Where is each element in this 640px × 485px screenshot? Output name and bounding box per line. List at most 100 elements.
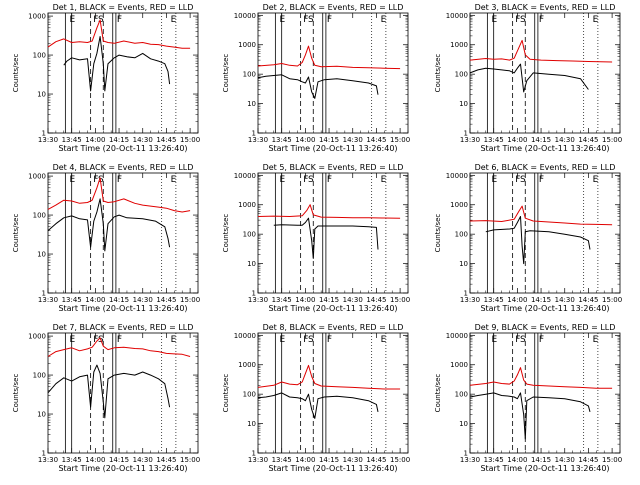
interval-marker: F xyxy=(93,175,98,185)
x-axis-label: Start Time (20-Oct-11 13:26:40) xyxy=(58,144,187,153)
panel-det-9: Det 9, BLACK = Events, RED = LLD 1 10 100 10… xyxy=(434,323,622,473)
plot-frame xyxy=(257,332,409,454)
interval-marker: F xyxy=(327,15,332,25)
x-tick-label: 14:15 xyxy=(319,296,339,304)
x-tick-label: 13:45 xyxy=(62,136,82,144)
x-tick-label: 14:15 xyxy=(531,296,551,304)
interval-marker: E xyxy=(280,175,286,185)
interval-marker: E xyxy=(381,175,387,185)
x-tick-label: 14:30 xyxy=(133,296,153,304)
series-line-lld xyxy=(47,19,191,49)
interval-marker: E xyxy=(280,335,286,345)
panel-det-4: Det 4, BLACK = Events, RED = LLD 1 10 100 10… xyxy=(12,163,200,313)
panel-title: Det 9, BLACK = Events, RED = LLD xyxy=(475,323,616,332)
x-tick-label: 14:00 xyxy=(85,296,105,304)
y-tick-label: 1000 xyxy=(450,41,468,49)
interval-marker: E xyxy=(70,15,76,25)
series-line-lld xyxy=(257,364,401,390)
x-tick-label: 14:30 xyxy=(343,296,363,304)
x-tick-label: 14:30 xyxy=(555,296,575,304)
y-tick-label: 100 xyxy=(33,372,46,380)
x-tick-label: 14:45 xyxy=(366,296,386,304)
x-tick-label: 13:30 xyxy=(38,296,58,304)
x-tick-label: 15:00 xyxy=(180,456,200,464)
panel-det-2: Det 2, BLACK = Events, RED = LLD 1 10 100 10… xyxy=(222,3,410,153)
plot-frame xyxy=(47,12,199,134)
y-tick-label: 10000 xyxy=(446,172,468,180)
x-axis-label: Start Time (20-Oct-11 13:26:40) xyxy=(58,304,187,313)
interval-marker: S xyxy=(308,335,314,345)
y-tick-label: 1 xyxy=(252,450,256,458)
interval-marker: E xyxy=(171,335,177,345)
series-line-events xyxy=(469,63,589,93)
y-tick-label: 1000 xyxy=(238,201,256,209)
x-tick-label: 14:00 xyxy=(295,296,315,304)
y-tick-label: 1000 xyxy=(28,333,46,341)
y-tick-label: 1 xyxy=(42,450,46,458)
y-axis-label: Counts/sec xyxy=(222,54,230,93)
plot-frame xyxy=(257,12,409,134)
interval-marker: E xyxy=(70,335,76,345)
series-line-events xyxy=(257,74,379,99)
x-tick-label: 13:30 xyxy=(248,456,268,464)
y-tick-label: 1 xyxy=(252,130,256,138)
panel-det-7: Det 7, BLACK = Events, RED = LLD 1 10 100 10… xyxy=(12,323,200,473)
panel-title: Det 7, BLACK = Events, RED = LLD xyxy=(53,323,194,332)
y-tick-label: 100 xyxy=(33,212,46,220)
x-tick-label: 14:45 xyxy=(156,136,176,144)
interval-marker: F xyxy=(515,15,520,25)
interval-marker: F xyxy=(327,335,332,345)
series-line-events xyxy=(469,392,591,440)
interval-marker: F xyxy=(303,175,308,185)
y-tick-label: 1 xyxy=(464,130,468,138)
interval-marker: S xyxy=(308,15,314,25)
interval-marker: E xyxy=(492,335,498,345)
interval-marker: F xyxy=(539,15,544,25)
plot-frame xyxy=(257,172,409,294)
series-line-events xyxy=(47,364,171,419)
interval-marker: E xyxy=(593,335,599,345)
x-tick-label: 13:30 xyxy=(248,296,268,304)
x-tick-label: 13:45 xyxy=(272,456,292,464)
y-tick-label: 1 xyxy=(252,290,256,298)
y-tick-label: 1000 xyxy=(450,201,468,209)
x-axis-label: Start Time (20-Oct-11 13:26:40) xyxy=(480,304,609,313)
interval-marker: S xyxy=(98,15,104,25)
y-tick-label: 10 xyxy=(247,100,256,108)
x-tick-label: 14:45 xyxy=(156,456,176,464)
interval-marker: E xyxy=(70,175,76,185)
y-axis-label: Counts/sec xyxy=(434,54,442,93)
y-tick-label: 1000 xyxy=(28,173,46,181)
x-tick-label: 14:30 xyxy=(555,456,575,464)
x-tick-label: 14:00 xyxy=(295,136,315,144)
x-tick-label: 14:30 xyxy=(555,136,575,144)
y-tick-label: 10000 xyxy=(446,12,468,20)
y-tick-label: 100 xyxy=(243,71,256,79)
y-tick-label: 10 xyxy=(247,420,256,428)
y-tick-label: 1 xyxy=(42,130,46,138)
series-line-lld xyxy=(47,337,191,357)
interval-marker: F xyxy=(539,335,544,345)
panel-det-3: Det 3, BLACK = Events, RED = LLD 1 10 100 10… xyxy=(434,3,622,153)
interval-marker: S xyxy=(308,175,314,185)
y-tick-label: 1 xyxy=(464,290,468,298)
x-tick-label: 14:30 xyxy=(343,456,363,464)
panel-title: Det 1, BLACK = Events, RED = LLD xyxy=(53,3,194,12)
interval-marker: F xyxy=(303,15,308,25)
x-tick-label: 13:30 xyxy=(460,456,480,464)
x-axis-label: Start Time (20-Oct-11 13:26:40) xyxy=(58,464,187,473)
x-tick-label: 15:00 xyxy=(180,136,200,144)
interval-marker: E xyxy=(381,15,387,25)
interval-marker: E xyxy=(280,15,286,25)
series-line-events xyxy=(273,217,379,259)
plot-frame xyxy=(469,332,621,454)
x-tick-label: 13:45 xyxy=(484,296,504,304)
y-tick-label: 1000 xyxy=(238,361,256,369)
x-tick-label: 15:00 xyxy=(390,456,410,464)
x-tick-label: 14:15 xyxy=(319,456,339,464)
y-tick-label: 10 xyxy=(37,91,46,99)
x-tick-label: 14:15 xyxy=(109,136,129,144)
x-tick-label: 14:00 xyxy=(85,456,105,464)
x-tick-label: 14:00 xyxy=(295,456,315,464)
